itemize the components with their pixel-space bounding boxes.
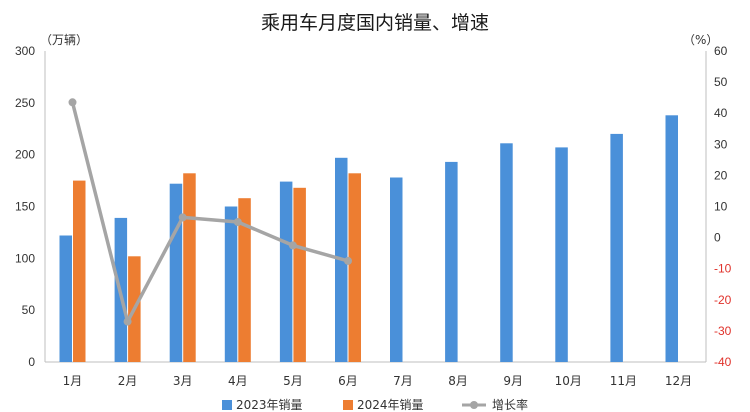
- growth-line-path: [70, 101, 349, 324]
- right-tick-label: 30: [714, 137, 728, 151]
- bar-2024: [348, 173, 361, 362]
- right-axis-unit: （%）: [683, 33, 718, 47]
- legend-label: 2024年销量: [357, 398, 424, 412]
- legend-swatch: [222, 400, 232, 410]
- right-tick-label: 10: [714, 200, 728, 214]
- bar-2023: [224, 206, 238, 362]
- legend-marker: [470, 401, 478, 409]
- x-tick-label: 2月: [118, 374, 138, 388]
- growth-point: [288, 241, 297, 250]
- x-tick-label: 11月: [610, 374, 637, 388]
- x-tick-label: 3月: [173, 374, 193, 388]
- x-tick-label: 7月: [393, 374, 413, 388]
- axes: 0 50 100 150 200 250 300 -40 -30 -20 -10 0 10 20 30 40 5…: [15, 44, 732, 369]
- x-tick-label: 12月: [665, 374, 692, 388]
- x-tick-label: 10月: [555, 374, 582, 388]
- bar-2023: [500, 143, 513, 362]
- right-tick-label: 50: [714, 75, 728, 89]
- growth-point: [178, 213, 187, 222]
- left-tick-label: 50: [22, 303, 36, 317]
- right-tick-label: 60: [714, 44, 728, 58]
- growth-line: [68, 98, 352, 326]
- bar-2023: [279, 181, 293, 362]
- left-tick-label: 0: [28, 355, 35, 369]
- growth-point: [233, 218, 242, 226]
- left-tick-label: 100: [15, 251, 35, 265]
- left-tick-label: 250: [15, 96, 35, 110]
- left-axis-unit: （万辆）: [40, 33, 88, 47]
- right-tick-label: -40: [714, 355, 732, 369]
- bar-2023: [390, 177, 403, 362]
- x-tick-label: 9月: [503, 374, 523, 388]
- bar-2023: [665, 115, 678, 362]
- bar-2024: [293, 187, 306, 362]
- bar-2023: [610, 133, 623, 362]
- growth-point: [344, 256, 352, 265]
- growth-point: [68, 98, 77, 107]
- bar-2023: [445, 161, 458, 362]
- bar-2024: [183, 173, 196, 362]
- legend: 2023年销量 2024年销量 增长率: [222, 397, 528, 412]
- x-tick-label: 4月: [228, 374, 248, 388]
- right-tick-label: -30: [714, 324, 732, 338]
- left-tick-label: 200: [15, 148, 35, 162]
- left-tick-label: 300: [15, 44, 35, 58]
- left-tick-label: 150: [15, 200, 35, 214]
- bars: [59, 115, 678, 362]
- bar-2023: [169, 183, 183, 362]
- right-tick-label: 20: [714, 168, 728, 182]
- bar-2023: [59, 235, 72, 362]
- growth-point: [123, 317, 132, 326]
- legend-swatch: [343, 400, 353, 410]
- right-tick-label: 0: [714, 231, 721, 245]
- chart-title: 乘用车月度国内销量、增速: [261, 12, 489, 34]
- bar-2024: [73, 180, 86, 362]
- x-tick-label: 1月: [63, 374, 83, 388]
- right-tick-label: -20: [714, 293, 732, 307]
- x-tick-label: 5月: [283, 374, 303, 388]
- right-tick-label: -10: [714, 262, 732, 276]
- x-tick-label: 6月: [338, 374, 358, 388]
- right-tick-label: 40: [714, 106, 728, 120]
- legend-label: 2023年销量: [236, 398, 303, 412]
- x-axis-labels: 1月 2月 3月 4月 5月 6月 7月 8月 9月 10月 11月 12月: [63, 374, 692, 388]
- bar-2023: [555, 147, 568, 362]
- legend-label: 增长率: [492, 397, 528, 412]
- x-tick-label: 8月: [448, 374, 468, 388]
- bar-2024: [238, 198, 251, 362]
